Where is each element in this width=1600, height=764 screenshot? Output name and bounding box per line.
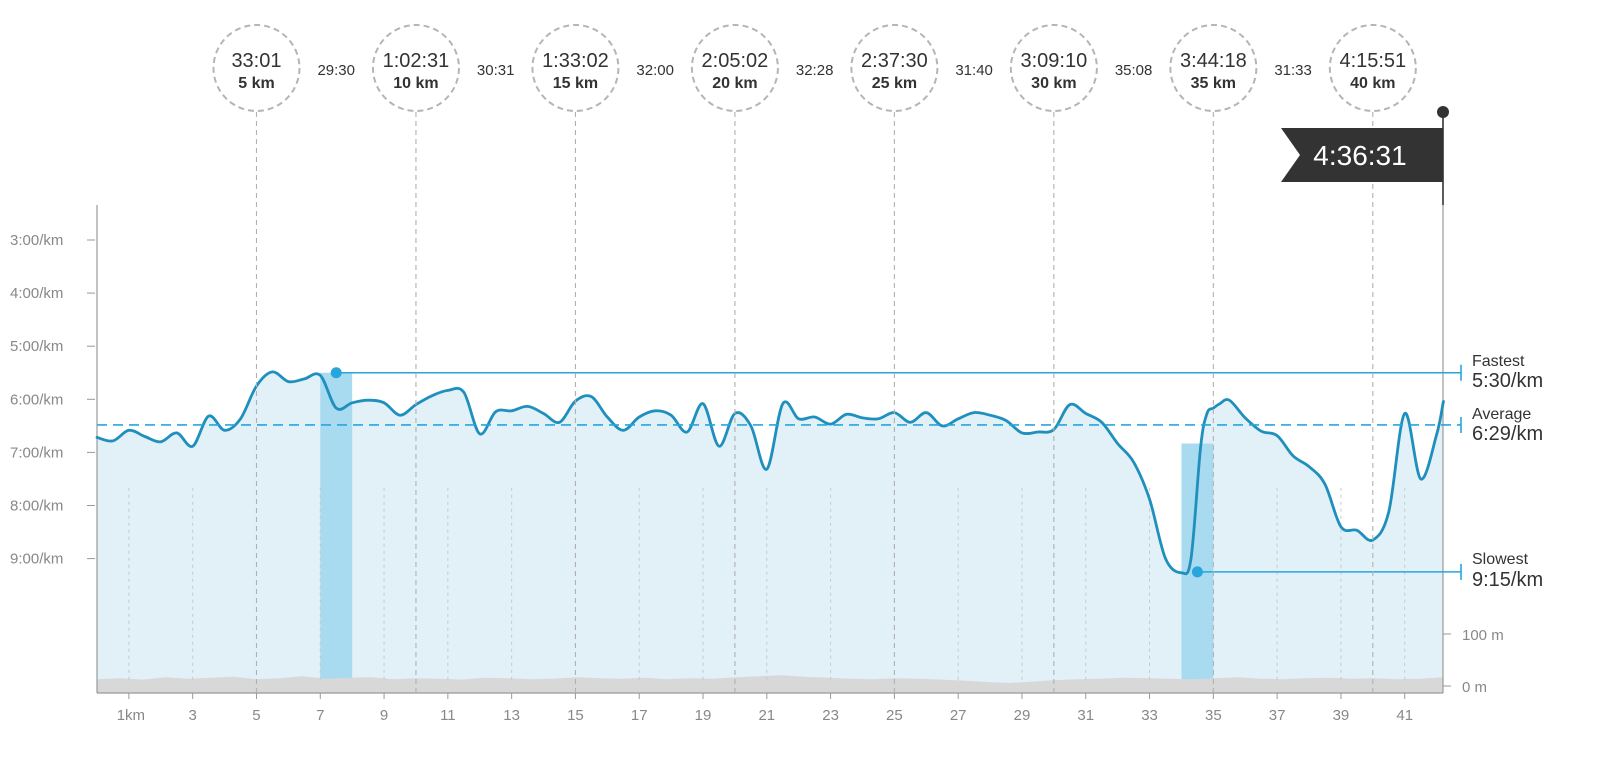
milestone-time: 33:01 [231, 50, 281, 72]
split-time: 30:31 [477, 62, 515, 79]
milestone-time: 1:02:31 [383, 50, 450, 72]
x-tick-label: 29 [1014, 707, 1031, 724]
slowest-label: Slowest [1472, 551, 1529, 568]
finish-flag-shape [1281, 128, 1443, 182]
x-tick-label: 3 [189, 707, 197, 724]
finish-flag: 4:36:31 [1281, 106, 1449, 205]
milestone-circle [371, 24, 460, 112]
x-tick-label: 31 [1077, 707, 1094, 724]
split-time: 31:40 [955, 62, 993, 79]
grid-lines [128, 487, 1406, 683]
x-tick-label: 5 [252, 707, 260, 724]
y-tick-label: 8:00/km [10, 498, 63, 515]
average-value: 6:29/km [1472, 423, 1543, 445]
pace-area [97, 371, 1444, 693]
axes: 3:00/km 4:00/km 5:00/km 6:00/km 7:00/km 8:00/… [10, 205, 1504, 724]
milestone-time: 2:37:30 [861, 50, 928, 72]
fastest-label: Fastest [1472, 353, 1525, 370]
x-tick-label: 33 [1141, 707, 1158, 724]
milestone-circle [690, 24, 779, 112]
split-time: 32:00 [636, 62, 674, 79]
elevation-tick-label: 0 m [1462, 679, 1487, 696]
elevation-area [97, 675, 1443, 693]
x-tick-label: 27 [950, 707, 967, 724]
fastest-value: 5:30/km [1472, 370, 1543, 392]
milestone-distance: 10 km [393, 75, 438, 92]
y-tick-label: 3:00/km [10, 232, 63, 249]
milestone-distance: 35 km [1191, 75, 1236, 92]
milestone-circle [531, 24, 620, 112]
milestones: 33:01 5 km 1:02:31 10 km 1:33:02 15 km 2:05:02… [212, 24, 1417, 693]
average-label: Average [1472, 406, 1531, 423]
pace-line [95, 370, 1445, 576]
x-tick-label: 7 [316, 707, 324, 724]
milestone-distance: 20 km [712, 75, 757, 92]
x-tick-label: 9 [380, 707, 388, 724]
x-tick-label: 15 [567, 707, 584, 724]
fastest-km-band [320, 372, 353, 683]
slowest-marker [1191, 566, 1203, 578]
milestone-distance: 5 km [238, 75, 274, 92]
finish-pole-top [1437, 106, 1449, 118]
y-tick-label: 6:00/km [10, 391, 63, 408]
milestone-distance: 25 km [872, 75, 917, 92]
split-time: 32:28 [796, 62, 834, 79]
x-tick-label: 1km [117, 707, 145, 724]
milestone-time: 4:15:51 [1339, 50, 1406, 72]
slowest-value: 9:15/km [1472, 569, 1543, 591]
milestone-time: 3:09:10 [1021, 50, 1088, 72]
pace-line-group [95, 370, 1445, 576]
x-tick-label: 37 [1269, 707, 1286, 724]
x-tick-label: 35 [1205, 707, 1222, 724]
x-tick-label: 23 [822, 707, 839, 724]
x-tick-label: 17 [631, 707, 648, 724]
y-tick-label: 5:00/km [10, 338, 63, 355]
x-tick-label: 41 [1396, 707, 1413, 724]
fastest-marker [330, 367, 342, 379]
milestone-circle [1169, 24, 1258, 112]
milestone-time: 2:05:02 [702, 50, 769, 72]
split-time: 29:30 [317, 62, 355, 79]
y-tick-label: 4:00/km [10, 285, 63, 302]
x-tick-label: 11 [440, 707, 456, 724]
x-tick-label: 13 [503, 707, 520, 724]
split-time: 35:08 [1115, 62, 1153, 79]
pace-fill [97, 371, 1444, 693]
milestone-time: 1:33:02 [542, 50, 609, 72]
y-tick-label: 7:00/km [10, 444, 63, 461]
milestone-circle [1328, 24, 1417, 112]
x-tick-label: 25 [886, 707, 903, 724]
x-tick-label: 21 [758, 707, 775, 724]
x-tick-label: 39 [1333, 707, 1350, 724]
milestone-circle [212, 24, 301, 112]
milestone-distance: 30 km [1031, 75, 1076, 92]
finish-time: 4:36:31 [1313, 140, 1406, 171]
x-tick-label: 19 [695, 707, 712, 724]
y-tick-label: 9:00/km [10, 551, 63, 568]
milestone-time: 3:44:18 [1180, 50, 1247, 72]
elevation-profile [97, 675, 1443, 693]
milestone-distance: 15 km [553, 75, 598, 92]
milestone-circle [850, 24, 939, 112]
milestone-circle [1009, 24, 1098, 112]
split-time: 31:33 [1274, 62, 1312, 79]
elevation-tick-label: 100 m [1462, 627, 1504, 644]
milestone-distance: 40 km [1350, 75, 1395, 92]
